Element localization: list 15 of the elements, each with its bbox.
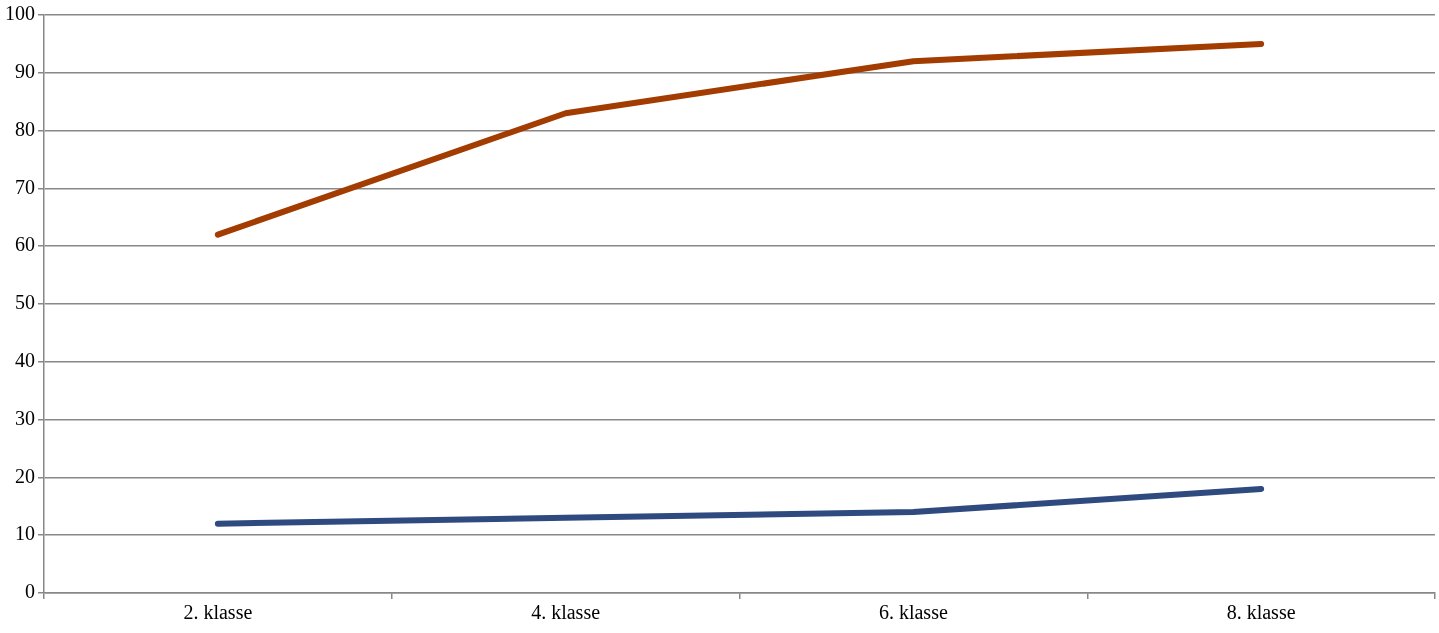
y-tick-label: 30 bbox=[15, 406, 35, 429]
y-tick-label: 60 bbox=[15, 233, 35, 256]
x-tick-label: 4. klasse bbox=[531, 601, 601, 624]
y-tick-label: 20 bbox=[15, 464, 35, 487]
y-tick-label: 100 bbox=[5, 2, 35, 25]
y-tick-label: 80 bbox=[15, 117, 35, 140]
x-tick-label: 2. klasse bbox=[183, 601, 253, 624]
y-tick-label: 50 bbox=[15, 291, 35, 314]
y-tick-label: 90 bbox=[15, 60, 35, 83]
y-tick-label: 40 bbox=[15, 349, 35, 372]
y-tick-label: 10 bbox=[15, 522, 35, 545]
x-tick-label: 8. klasse bbox=[1226, 601, 1296, 624]
x-tick-label: 6. klasse bbox=[878, 601, 948, 624]
y-tick-label: 0 bbox=[25, 580, 35, 603]
y-tick-label: 70 bbox=[15, 175, 35, 198]
